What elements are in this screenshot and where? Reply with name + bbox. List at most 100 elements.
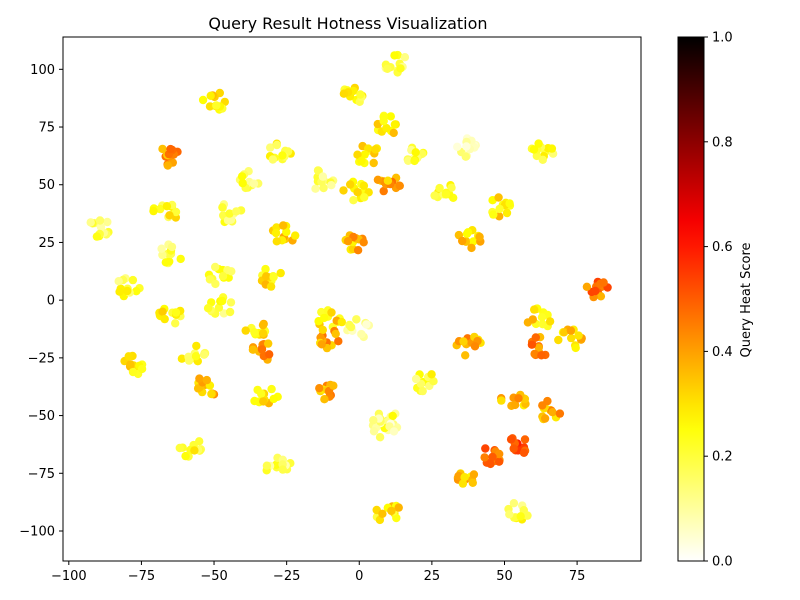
cluster-53 xyxy=(372,501,403,525)
y-axis: −100 −75 −50 −25 0 25 50 75 100 xyxy=(19,63,63,539)
scatter-point xyxy=(272,237,281,246)
scatter-point xyxy=(318,172,328,181)
scatter-point xyxy=(175,443,184,453)
scatter-point xyxy=(418,386,427,396)
scatter-point xyxy=(126,360,135,369)
scatter-point xyxy=(176,254,185,264)
scatter-point xyxy=(386,112,395,121)
scatter-point xyxy=(531,333,540,342)
scatter-point xyxy=(458,236,467,246)
y-tick-label: −100 xyxy=(19,524,55,539)
x-tick-label: −100 xyxy=(51,569,87,584)
scatter-point xyxy=(387,506,396,516)
scatter-point xyxy=(411,374,421,384)
scatter-point xyxy=(547,144,557,153)
cluster-49 xyxy=(368,414,399,442)
cluster-1 xyxy=(339,83,367,107)
y-tick-label: 100 xyxy=(30,63,55,78)
scatter-point xyxy=(554,335,563,345)
scatter-point xyxy=(378,509,387,518)
cluster-13 xyxy=(218,200,246,227)
scatter-point xyxy=(248,345,258,354)
scatter-point xyxy=(453,142,462,151)
scatter-point xyxy=(373,175,383,184)
scatter-point xyxy=(534,139,543,148)
scatter-point xyxy=(488,452,497,462)
scatter-point xyxy=(238,179,247,188)
scatter-point xyxy=(346,180,355,189)
plot-frame xyxy=(62,36,642,562)
scatter-point xyxy=(357,156,366,166)
scatter-point xyxy=(555,409,565,418)
cluster-31 xyxy=(523,304,555,331)
scatter-point xyxy=(396,64,405,73)
colorbar-tick-label: 0.8 xyxy=(712,135,733,150)
scatter-point xyxy=(195,374,204,383)
scatter-point xyxy=(495,204,504,214)
scatter-point xyxy=(250,328,259,337)
scatter-point xyxy=(502,208,512,218)
scatter-point xyxy=(495,449,504,459)
scatter-point xyxy=(149,206,158,216)
scatter-point xyxy=(469,237,478,246)
scatter-point xyxy=(599,278,608,287)
scatter-point xyxy=(530,349,539,359)
scatter-point xyxy=(481,444,490,453)
scatter-point xyxy=(540,414,550,423)
scatter-point xyxy=(279,221,288,230)
cluster-18 xyxy=(86,216,113,241)
scatter-point xyxy=(349,196,358,205)
scatter-point xyxy=(318,325,327,335)
scatter-point xyxy=(156,204,165,214)
cluster-19 xyxy=(157,240,185,268)
cluster-9 xyxy=(373,173,404,196)
scatter-point xyxy=(395,181,404,190)
cluster-35 xyxy=(248,339,274,364)
x-tick-label: 25 xyxy=(424,569,441,584)
scatter-point xyxy=(369,416,378,425)
scatter-point xyxy=(596,292,606,301)
cluster-36 xyxy=(316,325,343,353)
x-tick-label: −25 xyxy=(273,569,300,584)
scatter-point xyxy=(459,337,468,346)
scatter-point xyxy=(184,356,194,365)
scatter-point xyxy=(128,275,138,285)
scatter-point xyxy=(311,184,320,193)
cluster-14 xyxy=(265,139,295,164)
scatter-point xyxy=(382,123,391,133)
scatter-point xyxy=(262,272,271,281)
scatter-point xyxy=(257,389,266,398)
scatter-point xyxy=(389,427,399,436)
scatter-point xyxy=(390,51,399,60)
scatter-point xyxy=(258,329,268,338)
scatter-point xyxy=(362,320,371,329)
cluster-52 xyxy=(506,434,530,457)
scatter-point xyxy=(468,478,477,487)
scatter-point xyxy=(192,341,201,351)
scatter-point xyxy=(315,384,324,393)
scatter-point xyxy=(463,228,473,237)
scatter-point xyxy=(177,354,187,363)
cluster-41 xyxy=(250,384,282,408)
cluster-50 xyxy=(453,469,479,488)
scatter-point xyxy=(190,446,199,455)
scatter-point xyxy=(545,317,555,326)
scatter-point xyxy=(404,156,413,165)
cluster-24 xyxy=(488,193,515,221)
scatter-point xyxy=(509,499,519,508)
scatter-point xyxy=(537,351,546,360)
cluster-25 xyxy=(114,274,144,301)
scatter-point xyxy=(269,394,278,404)
scatter-point xyxy=(95,216,105,225)
scatter-point xyxy=(509,444,518,453)
scatter-point xyxy=(475,232,484,241)
scatter-point xyxy=(461,152,470,161)
scatter-point xyxy=(158,307,167,316)
scatter-point xyxy=(383,176,393,185)
scatter-point xyxy=(566,326,576,335)
scatter-point xyxy=(92,232,102,241)
scatter-point xyxy=(520,435,530,444)
cluster-34 xyxy=(177,341,210,366)
cluster-45 xyxy=(497,390,530,410)
cluster-37 xyxy=(452,332,485,360)
